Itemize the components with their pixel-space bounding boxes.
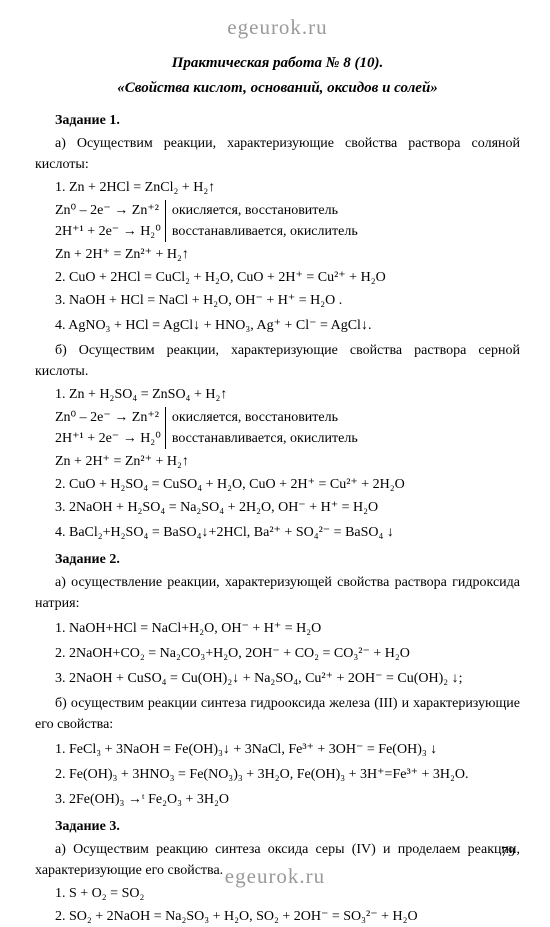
task1-eq1: 1. Zn + 2HCl = ZnCl₂ + H₂↑ <box>35 177 520 198</box>
task1-eq3: 3. NaOH + HCl = NaCl + H₂O, OH⁻ + H⁺ = H… <box>35 290 520 311</box>
task3-eq2: 2. SO₂ + 2NaOH = Na₂SO₃ + H₂O, SO₂ + 2OH… <box>35 906 520 927</box>
task1-header: Задание 1. <box>35 110 520 131</box>
task2-eq3: 3. 2NaOH + CuSO₄ = Cu(OH)₂↓ + Na₂SO₄, Cu… <box>35 668 520 689</box>
task1-eq6: 2. CuO + H₂SO₄ = CuSO₄ + H₂O, CuO + 2H⁺ … <box>35 474 520 495</box>
watermark-top: egeurok.ru <box>35 12 520 44</box>
task1-eq1b: Zn + 2H⁺ = Zn²⁺ + H₂↑ <box>35 244 520 265</box>
task1-b-intro: б) Осуществим реакции, характеризующие с… <box>35 340 520 382</box>
bracket-row: 2H⁺¹ + 2e⁻ → H₂⁰ <box>55 221 166 242</box>
bracket-text: окисляется, восстановитель <box>172 200 358 221</box>
task2-eq5: 2. Fe(OH)₃ + 3HNO₃ = Fe(NO₃)₃ + 3H₂O, Fe… <box>35 764 520 785</box>
bracket-row: Zn⁰ – 2e⁻ → Zn⁺² <box>55 200 166 221</box>
task2-a-intro: а) осуществление реакции, характеризующе… <box>35 572 520 614</box>
task1-eq5: 1. Zn + H₂SO₄ = ZnSO₄ + H₂↑ <box>35 384 520 405</box>
task2-eq2: 2. 2NaOH+CO₂ = Na₂CO₃+H₂O, 2OH⁻ + CO₂ = … <box>35 643 520 664</box>
task1-bracket2: Zn⁰ – 2e⁻ → Zn⁺² 2H⁺¹ + 2e⁻ → H₂⁰ окисля… <box>35 407 520 449</box>
task2-header: Задание 2. <box>35 549 520 570</box>
task2-eq1: 1. NaOH+HCl = NaCl+H₂O, OH⁻ + H⁺ = H₂O <box>35 618 520 639</box>
task1-eq2: 2. CuO + 2HCl = CuCl₂ + H₂O, CuO + 2H⁺ =… <box>35 267 520 288</box>
task1-eq8: 4. BaCl₂+H₂SO₄ = BaSO₄↓+2HCl, Ba²⁺ + SO₄… <box>35 522 520 543</box>
bracket-row: 2H⁺¹ + 2e⁻ → H₂⁰ <box>55 428 166 449</box>
task1-eq5b: Zn + 2H⁺ = Zn²⁺ + H₂↑ <box>35 451 520 472</box>
task1-a-intro: а) Осуществим реакции, характеризующие с… <box>35 133 520 175</box>
watermark-bottom: egeurok.ru <box>0 861 550 893</box>
page-title: Практическая работа № 8 (10). <box>35 52 520 75</box>
task2-eq6: 3. 2Fe(OH)₃ →ᵗ Fe₂O₃ + 3H₂O <box>35 789 520 810</box>
bracket-text: восстанавливается, окислитель <box>172 221 358 242</box>
bracket-row: Zn⁰ – 2e⁻ → Zn⁺² <box>55 407 166 428</box>
task2-eq4: 1. FeCl₃ + 3NaOH = Fe(OH)₃↓ + 3NaCl, Fe³… <box>35 739 520 760</box>
bracket-text: восстанавливается, окислитель <box>172 428 358 449</box>
page-subtitle: «Свойства кислот, оснований, оксидов и с… <box>35 77 520 100</box>
bracket-text: окисляется, восстановитель <box>172 407 358 428</box>
task1-bracket1: Zn⁰ – 2e⁻ → Zn⁺² 2H⁺¹ + 2e⁻ → H₂⁰ окисля… <box>35 200 520 242</box>
task2-b-intro: б) осуществим реакции синтеза гидрооксид… <box>35 693 520 735</box>
task3-header: Задание 3. <box>35 816 520 837</box>
task1-eq4: 4. AgNO₃ + HCl = AgCl↓ + HNO₃, Ag⁺ + Cl⁻… <box>35 315 520 336</box>
task1-eq7: 3. 2NaOH + H₂SO₄ = Na₂SO₄ + 2H₂O, OH⁻ + … <box>35 497 520 518</box>
